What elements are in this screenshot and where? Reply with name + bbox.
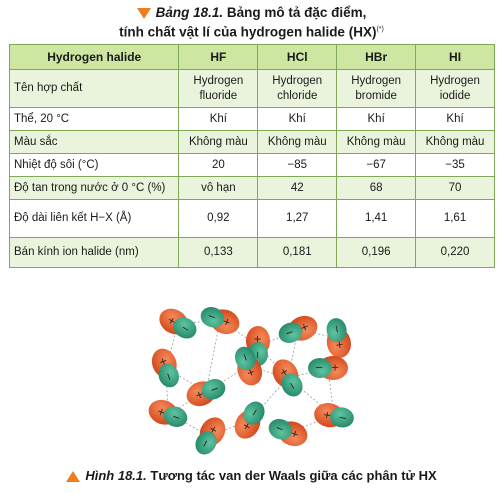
hx-molecule bbox=[147, 345, 185, 391]
hx-molecule bbox=[197, 301, 243, 339]
hx-molecule bbox=[308, 356, 348, 380]
header-cell: HCl bbox=[257, 44, 338, 70]
hx-molecule bbox=[265, 413, 311, 451]
table-cell: Hydrogen iodide bbox=[415, 69, 495, 108]
hx-molecule bbox=[189, 412, 231, 456]
table-cell: 1,61 bbox=[415, 199, 495, 238]
table-caption-note: (*) bbox=[376, 26, 384, 33]
table-cell: Khí bbox=[178, 107, 259, 131]
header-cell: HF bbox=[178, 44, 259, 70]
figure-caption: Hình 18.1. Tương tác van der Waals giữa … bbox=[0, 468, 503, 483]
row-label: Nhiệt độ sôi (°C) bbox=[8, 153, 180, 177]
table-cell: 42 bbox=[257, 176, 338, 200]
hx-molecule bbox=[154, 303, 202, 345]
table-cell: Khí bbox=[415, 107, 495, 131]
table-cell: Không màu bbox=[336, 130, 417, 154]
table-row: Tên hợp chất Hydrogen fluoride Hydrogen … bbox=[8, 69, 495, 108]
row-label: Độ tan trong nước ở 0 °C (%) bbox=[8, 176, 180, 200]
hx-molecule bbox=[145, 395, 191, 433]
table-cell: Hydrogen fluoride bbox=[178, 69, 259, 108]
hx-molecule bbox=[183, 373, 229, 411]
row-label: Tên hợp chất bbox=[8, 69, 180, 108]
van-der-waals-illustration: + − bbox=[145, 301, 356, 456]
table-cell: 20 bbox=[178, 153, 259, 177]
table-cell: Không màu bbox=[415, 130, 495, 154]
table-cell: 0,220 bbox=[415, 237, 495, 268]
row-label: Bán kính ion halide (nm) bbox=[8, 237, 180, 268]
table-cell: Khí bbox=[257, 107, 338, 131]
figure-caption-text: Tương tác van der Waals giữa các phân tử… bbox=[150, 468, 437, 483]
table-cell: −67 bbox=[336, 153, 417, 177]
table-cell: 68 bbox=[336, 176, 417, 200]
table-cell: vô hạn bbox=[178, 176, 259, 200]
table-cell: −85 bbox=[257, 153, 338, 177]
table-cell: 0,181 bbox=[257, 237, 338, 268]
table-caption: Bảng 18.1. Bảng mô tả đặc điểm, tính chấ… bbox=[0, 4, 503, 41]
table-row: Độ dài liên kết H−X (Å) 0,92 1,27 1,41 1… bbox=[8, 199, 495, 238]
table-header-row: Hydrogen halide HF HCl HBr HI bbox=[8, 44, 495, 70]
table-cell: Hydrogen chloride bbox=[257, 69, 338, 108]
hx-molecule bbox=[275, 311, 321, 349]
row-label: Độ dài liên kết H−X (Å) bbox=[8, 199, 180, 238]
table-cell: Không màu bbox=[178, 130, 259, 154]
table-cell: 1,27 bbox=[257, 199, 338, 238]
table-cell: 70 bbox=[415, 176, 495, 200]
table-row: Nhiệt độ sôi (°C) 20 −85 −67 −35 bbox=[8, 153, 495, 177]
row-label: Màu sắc bbox=[8, 130, 180, 154]
table-row: Thể, 20 °C Khí Khí Khí Khí bbox=[8, 107, 495, 131]
table-row: Độ tan trong nước ở 0 °C (%) vô hạn 42 6… bbox=[8, 176, 495, 200]
table-cell: Không màu bbox=[257, 130, 338, 154]
caption-triangle-icon bbox=[66, 471, 81, 483]
table-cell: 1,41 bbox=[336, 199, 417, 238]
table-cell: Hydrogen bromide bbox=[336, 69, 417, 108]
table-caption-text-1: Bảng mô tả đặc điểm, bbox=[226, 5, 367, 20]
table-cell: 0,133 bbox=[178, 237, 259, 268]
table-cell: −35 bbox=[415, 153, 495, 177]
table-cell: 0,92 bbox=[178, 199, 259, 238]
hx-molecule bbox=[312, 400, 356, 432]
header-cell: HBr bbox=[336, 44, 417, 70]
caption-triangle-icon bbox=[136, 7, 151, 19]
header-cell: HI bbox=[415, 44, 495, 70]
row-label: Thể, 20 °C bbox=[8, 107, 180, 131]
table-cell: Khí bbox=[336, 107, 417, 131]
table-caption-label: Bảng 18.1. bbox=[155, 5, 224, 20]
properties-table: Hydrogen halide HF HCl HBr HI Tên hợp ch… bbox=[8, 44, 495, 268]
header-cell: Hydrogen halide bbox=[8, 44, 180, 70]
table-cell: 0,196 bbox=[336, 237, 417, 268]
table-caption-text-2: tính chất vật lí của hydrogen halide (HX… bbox=[119, 24, 377, 40]
table-row: Màu sắc Không màu Không màu Không màu Kh… bbox=[8, 130, 495, 154]
figure-caption-label: Hình 18.1. bbox=[85, 468, 147, 483]
hx-molecule bbox=[322, 316, 354, 360]
table-row: Bán kính ion halide (nm) 0,133 0,181 0,1… bbox=[8, 237, 495, 268]
hx-molecules bbox=[145, 301, 356, 456]
